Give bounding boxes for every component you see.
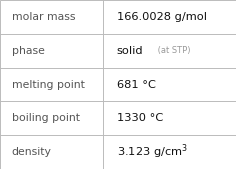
Text: density: density <box>12 147 52 157</box>
Text: melting point: melting point <box>12 79 85 90</box>
Text: 681 °C: 681 °C <box>117 79 156 90</box>
Text: boiling point: boiling point <box>12 113 80 123</box>
Text: 1330 °C: 1330 °C <box>117 113 163 123</box>
Text: (at STP): (at STP) <box>155 46 190 55</box>
Text: phase: phase <box>12 46 45 56</box>
Text: molar mass: molar mass <box>12 12 75 22</box>
Text: solid: solid <box>117 46 143 56</box>
Text: 166.0028 g/mol: 166.0028 g/mol <box>117 12 207 22</box>
Text: 3.123 g/cm$^{3}$: 3.123 g/cm$^{3}$ <box>117 143 188 161</box>
